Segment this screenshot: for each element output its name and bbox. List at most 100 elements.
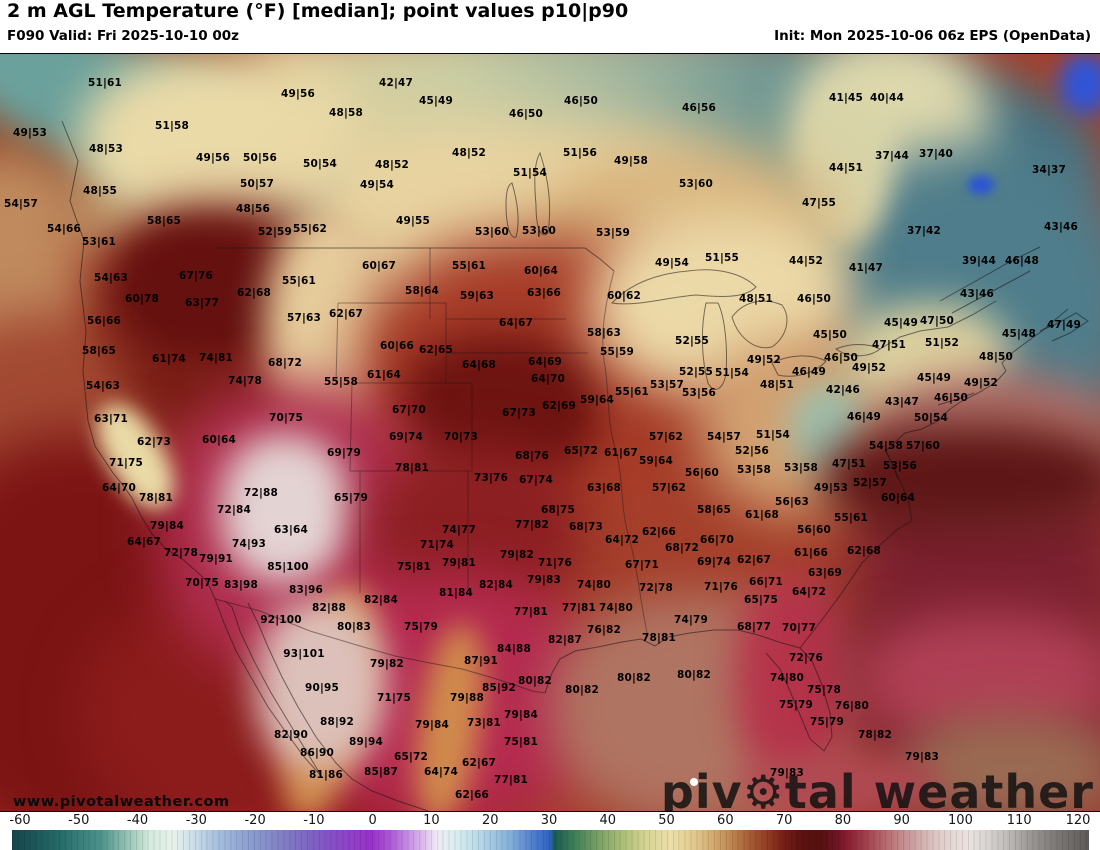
point-value: 79|81 — [441, 556, 477, 569]
point-value: 74|80 — [576, 578, 612, 591]
colorbar-tick-label: -30 — [185, 813, 207, 828]
point-value: 55|61 — [281, 274, 317, 287]
point-value: 64|72 — [604, 533, 640, 546]
point-value: 43|47 — [884, 395, 920, 408]
point-value: 46|50 — [508, 107, 544, 120]
point-value: 39|44 — [961, 254, 997, 267]
point-value: 52|55 — [678, 365, 714, 378]
point-value: 49|54 — [359, 178, 395, 191]
point-value: 60|78 — [124, 292, 160, 305]
init-time-label: Init: Mon 2025-10-06 06z EPS (OpenData) — [774, 28, 1091, 44]
point-value: 60|66 — [379, 339, 415, 352]
point-value: 58|65 — [81, 344, 117, 357]
point-value: 61|67 — [603, 446, 639, 459]
point-value: 65|79 — [333, 491, 369, 504]
point-value: 68|75 — [540, 503, 576, 516]
point-value: 53|60 — [474, 225, 510, 238]
colorbar-tick-label: 110 — [1006, 813, 1032, 828]
point-value: 47|49 — [1046, 318, 1082, 331]
point-value: 69|74 — [388, 430, 424, 443]
point-value: 75|79 — [403, 620, 439, 633]
colorbar-tick-label: -40 — [126, 813, 149, 828]
point-value: 87|91 — [463, 654, 499, 667]
point-value: 37|44 — [874, 149, 910, 162]
point-value: 46|49 — [846, 410, 882, 423]
point-value: 61|64 — [366, 368, 402, 381]
point-value: 34|37 — [1031, 163, 1067, 176]
point-value: 53|57 — [649, 378, 685, 391]
point-value: 49|54 — [654, 256, 690, 269]
point-value: 78|82 — [857, 728, 893, 741]
point-value: 74|93 — [231, 537, 267, 550]
point-value: 60|64 — [523, 264, 559, 277]
page-title: 2 m AGL Temperature (°F) [median]; point… — [7, 0, 629, 22]
point-value: 81|86 — [308, 768, 344, 781]
point-value: 89|94 — [348, 735, 384, 748]
point-value: 75|79 — [809, 715, 845, 728]
point-value: 58|63 — [586, 326, 622, 339]
point-value: 75|78 — [806, 683, 842, 696]
point-value: 56|66 — [86, 314, 122, 327]
point-value: 51|56 — [562, 146, 598, 159]
point-value: 49|53 — [12, 126, 48, 139]
point-value: 75|81 — [396, 560, 432, 573]
point-value: 77|81 — [513, 605, 549, 618]
point-value: 68|72 — [664, 541, 700, 554]
point-value: 54|63 — [85, 379, 121, 392]
point-value: 85|100 — [267, 560, 309, 573]
point-value: 51|54 — [512, 166, 548, 179]
point-value: 71|76 — [703, 580, 739, 593]
point-value: 85|92 — [481, 681, 517, 694]
point-value: 51|52 — [924, 336, 960, 349]
point-value: 41|47 — [848, 261, 884, 274]
point-value: 46|50 — [563, 94, 599, 107]
point-value: 48|52 — [451, 146, 487, 159]
point-value: 41|45 — [828, 91, 864, 104]
point-value: 90|95 — [304, 681, 340, 694]
point-value: 64|74 — [423, 765, 459, 778]
point-value: 53|61 — [81, 235, 117, 248]
point-value: 54|57 — [3, 197, 39, 210]
point-value: 40|44 — [869, 91, 905, 104]
point-value: 47|51 — [831, 457, 867, 470]
point-value: 55|58 — [323, 375, 359, 388]
point-value: 54|66 — [46, 222, 82, 235]
point-value: 82|88 — [311, 601, 347, 614]
colorbar-tick-label: 120 — [1065, 813, 1091, 828]
point-value: 79|82 — [369, 657, 405, 670]
point-value: 53|56 — [882, 459, 918, 472]
point-value: 72|78 — [638, 581, 674, 594]
point-value: 45|49 — [883, 316, 919, 329]
point-value: 64|72 — [791, 585, 827, 598]
point-value: 64|70 — [101, 481, 137, 494]
point-value: 56|63 — [774, 495, 810, 508]
point-value: 37|40 — [918, 147, 954, 160]
point-value: 65|72 — [393, 750, 429, 763]
point-value: 46|56 — [681, 101, 717, 114]
point-value: 48|53 — [88, 142, 124, 155]
point-value: 37|42 — [906, 224, 942, 237]
point-value: 56|60 — [684, 466, 720, 479]
shading-region — [255, 599, 385, 769]
point-value: 62|68 — [236, 286, 272, 299]
point-value: 55|62 — [292, 222, 328, 235]
point-value: 80|82 — [564, 683, 600, 696]
point-value: 43|46 — [959, 287, 995, 300]
point-value: 79|88 — [449, 691, 485, 704]
point-value: 65|72 — [563, 444, 599, 457]
point-value: 58|65 — [696, 503, 732, 516]
shading-region — [820, 424, 1100, 534]
point-value: 68|76 — [514, 449, 550, 462]
point-value: 51|54 — [755, 428, 791, 441]
point-value: 72|76 — [788, 651, 824, 664]
point-value: 59|64 — [638, 454, 674, 467]
point-value: 79|83 — [526, 573, 562, 586]
point-value: 79|84 — [149, 519, 185, 532]
point-value: 74|77 — [441, 523, 477, 536]
map-borders-overlay — [61, 120, 1089, 811]
point-value: 68|77 — [736, 620, 772, 633]
colorbar-tick-label: 70 — [775, 813, 793, 828]
colorbar-tick-label: 30 — [540, 813, 558, 828]
point-value: 60|67 — [361, 259, 397, 272]
point-value: 67|73 — [501, 406, 537, 419]
